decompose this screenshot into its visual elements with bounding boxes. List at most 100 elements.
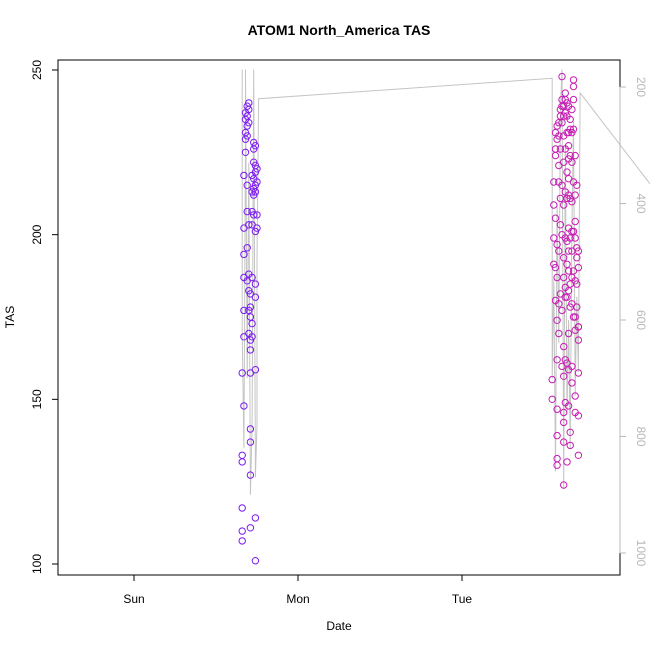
- tas-point: [253, 178, 261, 186]
- tas-point: [566, 115, 574, 124]
- tas-point: [560, 408, 568, 417]
- tas-point: [563, 260, 571, 268]
- tas-point: [569, 125, 578, 134]
- tas-point: [564, 267, 573, 275]
- tas-point: [560, 481, 568, 489]
- tas-point: [560, 273, 568, 282]
- tas-point: [566, 428, 574, 436]
- tas-point: [246, 346, 255, 354]
- tas-point: [240, 333, 248, 341]
- tas-point: [555, 132, 563, 140]
- tas-point: [238, 504, 246, 512]
- x-axis-label: Date: [326, 619, 352, 633]
- tas-point: [573, 181, 581, 190]
- tas-point: [564, 175, 573, 183]
- tas-point: [568, 300, 576, 308]
- plot-border: [57, 59, 621, 576]
- tas-point: [569, 267, 578, 275]
- tas-point: [548, 395, 556, 403]
- tas-point: [558, 362, 566, 371]
- y-axis-right: 200 400 600 800 1000: [619, 77, 648, 567]
- tas-point: [571, 191, 579, 199]
- tas-point: [560, 254, 568, 262]
- tas-point: [574, 451, 583, 459]
- tas-point: [564, 247, 573, 255]
- tas-point: [569, 227, 578, 236]
- tas-point: [240, 171, 248, 180]
- tas-point: [564, 329, 573, 338]
- x-tick-label: Mon: [286, 592, 309, 606]
- tas-point: [246, 303, 255, 311]
- tas-point: [551, 263, 560, 272]
- tas-point: [560, 201, 568, 209]
- tas-point: [569, 76, 578, 84]
- tas-point: [555, 247, 563, 255]
- tas-point: [574, 247, 583, 255]
- tas-point: [553, 356, 561, 364]
- y2-tick-label: 600: [634, 310, 648, 330]
- y2-tick-label: 400: [634, 193, 648, 213]
- tas-point: [548, 375, 556, 384]
- tas-point: [568, 379, 576, 387]
- tas-point: [551, 151, 560, 160]
- tas-point: [248, 221, 256, 229]
- tas-point: [555, 300, 563, 308]
- tas-point: [243, 277, 251, 285]
- tas-point: [248, 273, 256, 282]
- tas-point: [246, 425, 255, 433]
- tas-point: [571, 313, 579, 321]
- tas-point: [560, 342, 568, 351]
- tas-point: [568, 198, 576, 206]
- tas-point: [245, 105, 253, 114]
- tas-point: [560, 372, 568, 380]
- tas-point: [574, 369, 583, 377]
- tas-point: [240, 250, 248, 259]
- tas-point: [564, 402, 573, 410]
- tas-point: [556, 290, 565, 298]
- tas-point: [248, 333, 256, 341]
- y2-tick-label: 1000: [634, 540, 648, 567]
- tas-point: [251, 557, 260, 565]
- y-tick-label: 200: [30, 224, 44, 244]
- tas-point: [555, 329, 563, 338]
- tas-point: [571, 151, 579, 160]
- tas-point: [246, 369, 255, 377]
- tas-point: [571, 234, 579, 242]
- tas-point: [253, 224, 261, 232]
- altitude-line-layer: [241, 69, 650, 495]
- tas-point: [238, 537, 246, 545]
- tas-point: [556, 221, 565, 229]
- tas-point: [246, 471, 255, 479]
- tas-point: [574, 412, 583, 420]
- tas-point: [553, 454, 561, 463]
- tas-point: [246, 313, 255, 321]
- tas-point: [556, 145, 565, 153]
- tas-point: [241, 148, 250, 157]
- tas-point: [574, 336, 583, 344]
- tas-point: [564, 142, 573, 150]
- tas-point: [240, 402, 248, 410]
- tas-point: [243, 244, 251, 252]
- tas-point: [550, 234, 558, 242]
- tas-point: [569, 95, 578, 104]
- tas-point: [568, 105, 576, 114]
- tas-point: [553, 461, 561, 469]
- tas-point: [560, 418, 568, 427]
- tas-point: [563, 458, 571, 466]
- tas-point: [555, 161, 563, 170]
- tas-point: [238, 458, 246, 466]
- tas-point: [251, 280, 260, 288]
- tas-point: [246, 524, 255, 532]
- tas-points-layer: [238, 72, 583, 565]
- tas-point: [243, 112, 251, 120]
- tas-point: [566, 151, 574, 160]
- tas-point: [569, 82, 578, 91]
- tas-point: [573, 303, 581, 311]
- y-axis-left: 100 150 200 250: [30, 60, 59, 574]
- tas-point: [558, 306, 566, 315]
- tas-point: [558, 181, 566, 190]
- tas-point: [243, 207, 251, 216]
- tas-point: [248, 319, 256, 328]
- tas-point: [251, 366, 260, 374]
- tas-point: [245, 119, 253, 127]
